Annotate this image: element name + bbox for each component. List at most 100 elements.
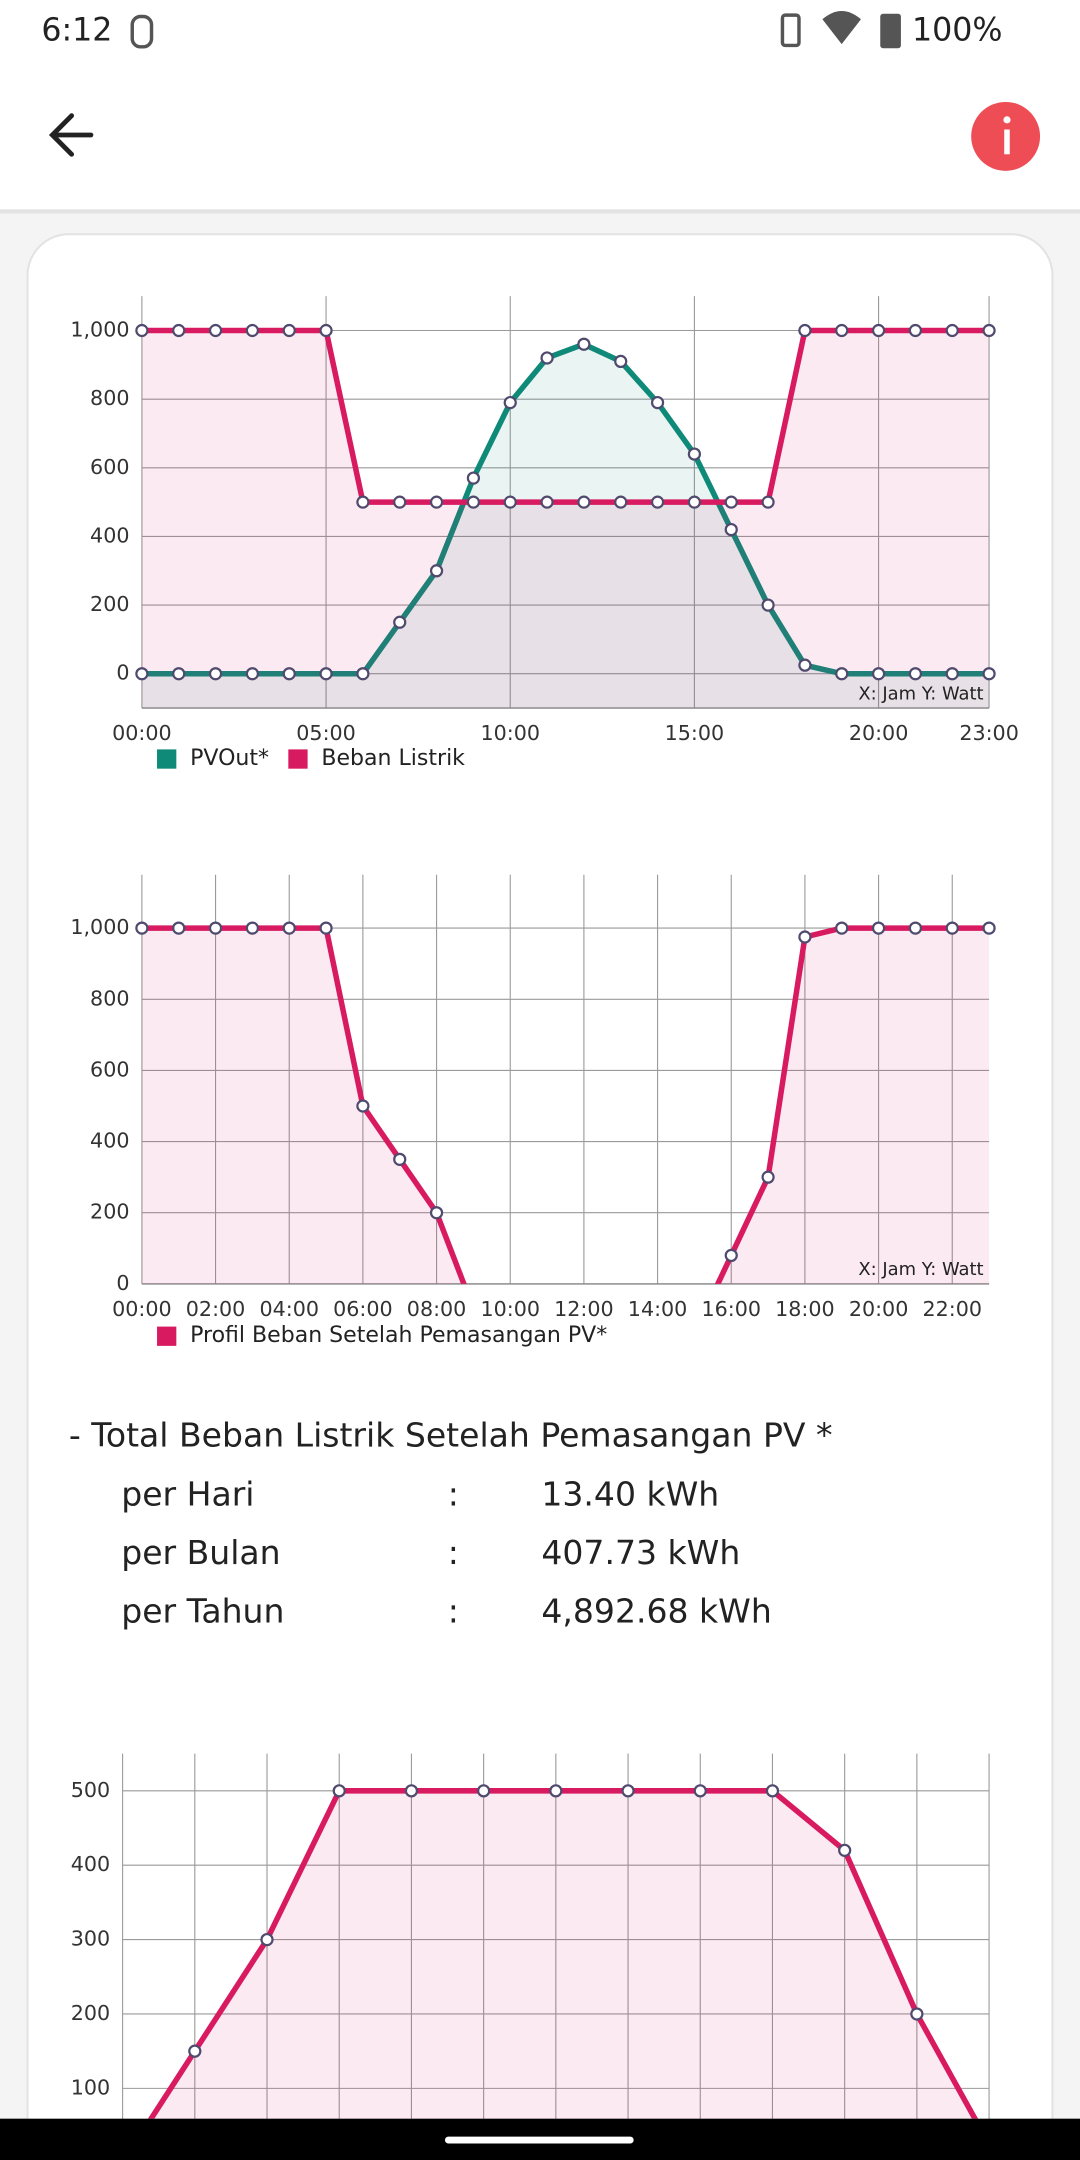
y-tick-label: 600 [90, 1057, 129, 1081]
data-point [761, 495, 775, 509]
summary-separator: : [448, 1475, 459, 1514]
x-tick-label: 06:00 [333, 1297, 393, 1321]
data-point [908, 323, 923, 338]
data-point [693, 1784, 707, 1798]
y-tick-label: 300 [71, 1927, 110, 1951]
data-point [172, 323, 186, 338]
y-tick-label: 500 [71, 1778, 110, 1802]
data-point [135, 667, 149, 681]
summary-label: per Hari [121, 1475, 254, 1514]
data-point [798, 658, 812, 672]
data-point [404, 1784, 419, 1798]
data-point [945, 921, 959, 935]
x-tick-label: 16:00 [701, 1297, 761, 1321]
y-tick-label: 1,000 [70, 915, 129, 939]
data-point [982, 921, 996, 935]
data-point [908, 921, 923, 935]
series-area [141, 928, 990, 1284]
data-point [549, 1784, 563, 1798]
y-tick-label: 200 [90, 1200, 129, 1224]
data-point [208, 921, 223, 935]
data-point [724, 495, 738, 509]
back-button[interactable] [48, 113, 94, 157]
data-point [188, 2044, 202, 2058]
data-point [466, 471, 481, 485]
chart: 0 200 400 600 800 1,000 00:00 05:00 10:00 15:00 20… [70, 296, 1019, 771]
data-point [835, 667, 849, 681]
summary-value: 407.73 kWh [541, 1533, 740, 1572]
series-area [151, 1790, 975, 2119]
x-tick-label: 15:00 [665, 721, 725, 745]
y-tick-label: 0 [116, 1271, 129, 1295]
data-point [910, 2007, 924, 2021]
data-point [429, 495, 444, 509]
plot [147, 1784, 979, 2119]
data-point [835, 323, 849, 338]
app-bar-shadow [0, 209, 1080, 214]
info-icon-bar [1004, 129, 1010, 155]
data-point [319, 921, 333, 935]
data-point [356, 495, 370, 509]
data-point [835, 921, 849, 935]
legend-swatch [288, 749, 308, 769]
data-point [540, 495, 554, 509]
data-point [503, 495, 517, 509]
card [26, 233, 1054, 2160]
data-point [245, 323, 260, 338]
data-point [614, 354, 628, 369]
data-point [761, 598, 775, 612]
data-point [724, 522, 738, 537]
x-tick-label: 10:00 [480, 1297, 540, 1321]
data-point [687, 447, 702, 461]
y-tick-label: 200 [71, 2001, 110, 2025]
data-point [477, 1784, 491, 1798]
data-point [282, 323, 296, 338]
data-point [871, 667, 886, 681]
x-tick-label: 04:00 [259, 1297, 319, 1321]
data-point [332, 1784, 346, 1798]
data-point [650, 495, 665, 509]
summary-rows: per Hari: 13.40 kWh per Bulan: 407.73 kWh pe… [121, 1475, 772, 1631]
summary-value: 4,892.68 kWh [541, 1592, 771, 1631]
home-indicator[interactable] [444, 2136, 634, 2144]
data-point [172, 667, 186, 681]
x-tick-label: 20:00 [849, 1297, 909, 1321]
data-point [135, 323, 149, 338]
data-point [429, 1206, 444, 1220]
data-point [650, 395, 665, 410]
summary-title: - Total Beban Listrik Setelah Pemasangan… [69, 1415, 833, 1454]
plot [135, 921, 996, 1284]
data-point [282, 921, 296, 935]
data-point [687, 495, 702, 509]
data-point [982, 323, 996, 338]
data-point [245, 667, 260, 681]
info-icon-dot [1003, 116, 1011, 124]
data-point [503, 395, 517, 410]
annotation: X: Jam Y: Watt [858, 1259, 983, 1280]
x-tick-label: 02:00 [186, 1297, 246, 1321]
data-point [393, 615, 407, 629]
x-tick-label: 10:00 [480, 721, 540, 745]
data-point [871, 323, 886, 338]
data-point [393, 495, 407, 509]
data-point [393, 1152, 407, 1166]
data-point [621, 1784, 635, 1798]
data-point [245, 921, 260, 935]
x-tick-label: 18:00 [775, 1297, 835, 1321]
data-point [135, 921, 149, 935]
data-point [908, 667, 923, 681]
status-time: 6:12 [41, 13, 112, 49]
summary-label: per Tahun [121, 1592, 284, 1631]
battery-icon [880, 13, 901, 49]
annotation: X: Jam Y: Watt [858, 683, 983, 704]
data-point [577, 337, 591, 351]
wifi-icon [822, 11, 861, 45]
y-tick-label: 800 [90, 986, 129, 1010]
legend-swatch [157, 1326, 177, 1346]
x-tick-label: 20:00 [849, 721, 909, 745]
data-point [208, 323, 223, 338]
status-icon [130, 14, 154, 49]
x-tick-label: 22:00 [922, 1297, 982, 1321]
vibrate-icon [780, 13, 801, 48]
